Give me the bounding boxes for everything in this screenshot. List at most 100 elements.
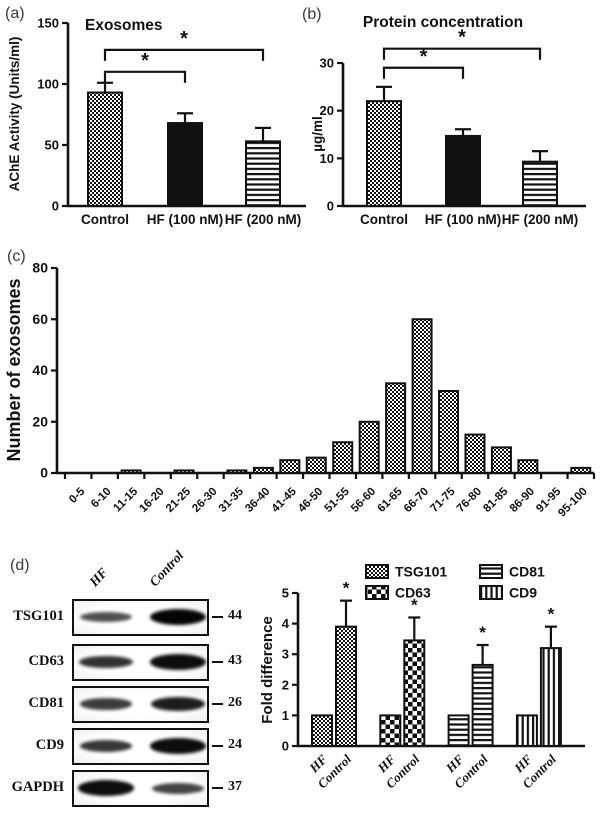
- bin-label: 16-20: [137, 486, 166, 515]
- panel-a-letter: (a): [5, 5, 25, 22]
- lane-label-hf: HF: [86, 564, 111, 590]
- bin-label: 61-65: [375, 485, 405, 515]
- y-tick-label: 100: [37, 77, 59, 92]
- bin-label: 36-40: [243, 486, 272, 515]
- blot-protein-label: GAPDH: [11, 779, 64, 795]
- blot-protein-label: TSG101: [13, 608, 64, 624]
- bar-CD63-HF: [379, 714, 402, 747]
- y-tick-label: 1: [282, 708, 289, 723]
- bin-label: 0-5: [67, 485, 88, 506]
- blot-band-control: [150, 738, 206, 754]
- bin-label: 76-80: [455, 486, 484, 515]
- chart-title: Protein concentration: [363, 14, 523, 31]
- bar-41-45: [279, 459, 301, 474]
- chart-size-distribution: 0 20 40 60 80 0-5 6-1011-1516-2021-2526-3031-3…: [4, 260, 596, 520]
- bar-HF (200 nM): [245, 140, 281, 207]
- western-blot-panel: HF Control TSG101 44 CD63 43 CD81 26 CD9 24 GAPDH 3…: [0, 540, 255, 815]
- blot-box-gapdh: [72, 770, 209, 807]
- significance-star: *: [548, 605, 555, 624]
- bar-31-35: [226, 469, 248, 474]
- x-category-label: HF (200 nM): [502, 212, 579, 227]
- bin-label: 71-75: [428, 485, 458, 515]
- y-tick-label: 30: [320, 56, 334, 71]
- legend-label: CD81: [509, 564, 545, 580]
- mw-tick: [212, 745, 223, 747]
- blot-protein-label: CD9: [35, 737, 64, 753]
- significance-bracket: [382, 66, 465, 79]
- y-tick-label: 10: [320, 151, 334, 166]
- bin-label: 21-25: [164, 485, 194, 515]
- mw-tick: [212, 703, 223, 705]
- legend-swatch-TSG101: [365, 564, 389, 579]
- significance-bracket: [382, 47, 542, 60]
- y-tick-label: 60: [32, 311, 48, 327]
- bin-label: 66-70: [402, 486, 431, 515]
- y-axis-label: µg/ml: [310, 116, 325, 152]
- x-category-label: HF (200 nM): [225, 212, 302, 227]
- bin-label: 31-35: [217, 485, 247, 515]
- y-tick-label: 0: [40, 465, 48, 481]
- bin-label: 46-50: [296, 486, 325, 515]
- bar-86-90: [517, 459, 539, 474]
- bar-61-65: [385, 382, 407, 474]
- bar-66-70: [411, 318, 433, 474]
- bar-CD81-HF: [447, 714, 470, 747]
- significance-star: *: [458, 27, 466, 49]
- x-category-label: Control: [81, 212, 129, 227]
- bar-36-40: [252, 466, 274, 474]
- legend-label: CD63: [395, 585, 431, 601]
- x-category-label: Control: [360, 212, 408, 227]
- significance-star: *: [479, 623, 486, 642]
- bin-label: 26-30: [190, 486, 219, 515]
- mw-tick: [212, 661, 223, 663]
- bar-TSG101-Control: [335, 625, 357, 747]
- y-tick-label: 40: [32, 362, 48, 378]
- blot-band-hf: [79, 698, 133, 710]
- bar-TSG101-HF: [311, 714, 333, 747]
- y-tick-label: 4: [282, 616, 290, 631]
- bar-CD81-Control: [471, 663, 494, 747]
- y-axis-label: AChE Activity (Units/ml): [7, 37, 22, 192]
- significance-star: *: [343, 579, 350, 598]
- significance-bracket: [103, 70, 187, 83]
- bin-label: 81-85: [481, 485, 511, 515]
- bar-71-75: [438, 390, 460, 474]
- bar-46-50: [305, 456, 327, 474]
- blot-box-tsg101: [72, 599, 209, 636]
- bar-76-80: [464, 433, 486, 474]
- blot-band-control: [150, 609, 206, 625]
- bar-CD63-Control: [403, 639, 426, 747]
- bar-HF (100 nM): [445, 134, 481, 207]
- bar-HF (200 nM): [522, 160, 558, 207]
- bar-21-25: [173, 469, 195, 474]
- panel-b-letter: (b): [302, 6, 322, 23]
- bin-label: 51-55: [323, 485, 353, 515]
- significance-star: *: [411, 595, 418, 614]
- y-tick-label: 20: [320, 103, 334, 118]
- legend-label: CD9: [509, 585, 537, 601]
- mw-value: 24: [228, 737, 242, 752]
- y-tick-label: 5: [282, 586, 289, 601]
- chart-title: Exosomes: [85, 17, 163, 34]
- y-tick-label: 80: [32, 260, 48, 276]
- lane-label-control: Control: [146, 547, 187, 590]
- y-tick-label: 150: [37, 16, 59, 31]
- mw-value: 26: [228, 695, 242, 710]
- y-tick-label: 0: [282, 739, 289, 754]
- bin-label: 41-45: [270, 485, 300, 515]
- blot-band-hf: [80, 612, 132, 622]
- significance-star: *: [180, 28, 188, 50]
- blot-box-cd9: [72, 728, 209, 765]
- bar-CD9-Control: [539, 647, 562, 747]
- bin-label: 95-100: [556, 486, 590, 520]
- bar-Control: [87, 91, 123, 207]
- blot-box-cd63: [72, 644, 209, 681]
- blot-band-hf: [79, 740, 133, 752]
- mw-value: 44: [228, 608, 242, 623]
- bar-HF (100 nM): [167, 122, 203, 207]
- x-category-label: HF (100 nM): [425, 212, 502, 227]
- panel-c-letter: (c): [7, 248, 26, 265]
- bin-label: 6-10: [89, 486, 114, 511]
